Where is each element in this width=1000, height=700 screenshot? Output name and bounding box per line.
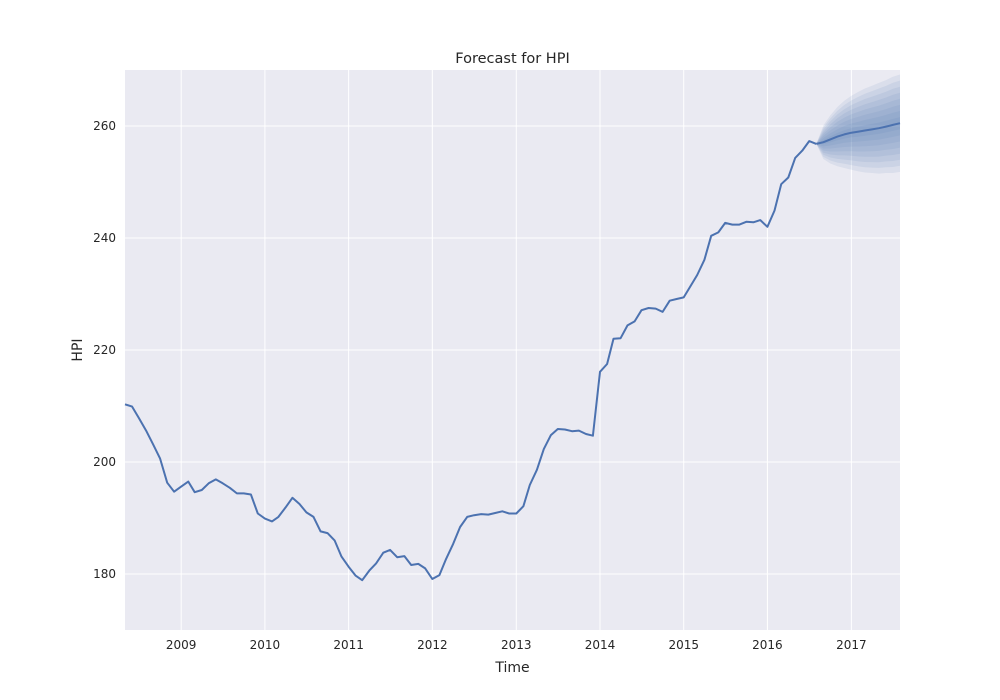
x-axis-title: Time [494,660,529,676]
series-lines [124,122,901,582]
forecast-interval-band [816,74,900,174]
forecast-interval-band [816,92,900,157]
x-tick-label: 2013 [501,638,532,652]
chart-title: Forecast for HPI [455,51,569,67]
x-tick-label: 2011 [333,638,364,652]
x-tick-label: 2009 [166,638,197,652]
y-tick-labels: 180 200 220 240 260 [93,119,116,581]
y-tick-label: 220 [93,343,116,357]
grid-lines [125,70,900,630]
x-tick-labels: 2009 2010 2011 2012 2013 2014 2015 2016 2017 [166,638,867,652]
forecast-interval-band [816,86,900,163]
x-tick-label: 2010 [250,638,281,652]
forecast-interval-band [816,80,900,168]
y-axis-title: HPI [70,338,86,361]
y-tick-label: 260 [93,119,116,133]
x-tick-label: 2015 [668,638,699,652]
x-tick-label: 2014 [585,638,616,652]
x-tick-label: 2012 [417,638,448,652]
forecast-line [816,122,901,145]
y-tick-label: 200 [93,455,116,469]
history-line [124,140,817,582]
x-tick-label: 2016 [752,638,783,652]
y-tick-label: 180 [93,567,116,581]
forecast-interval-band [816,98,900,152]
x-tick-label: 2017 [836,638,867,652]
y-tick-label: 240 [93,231,116,245]
